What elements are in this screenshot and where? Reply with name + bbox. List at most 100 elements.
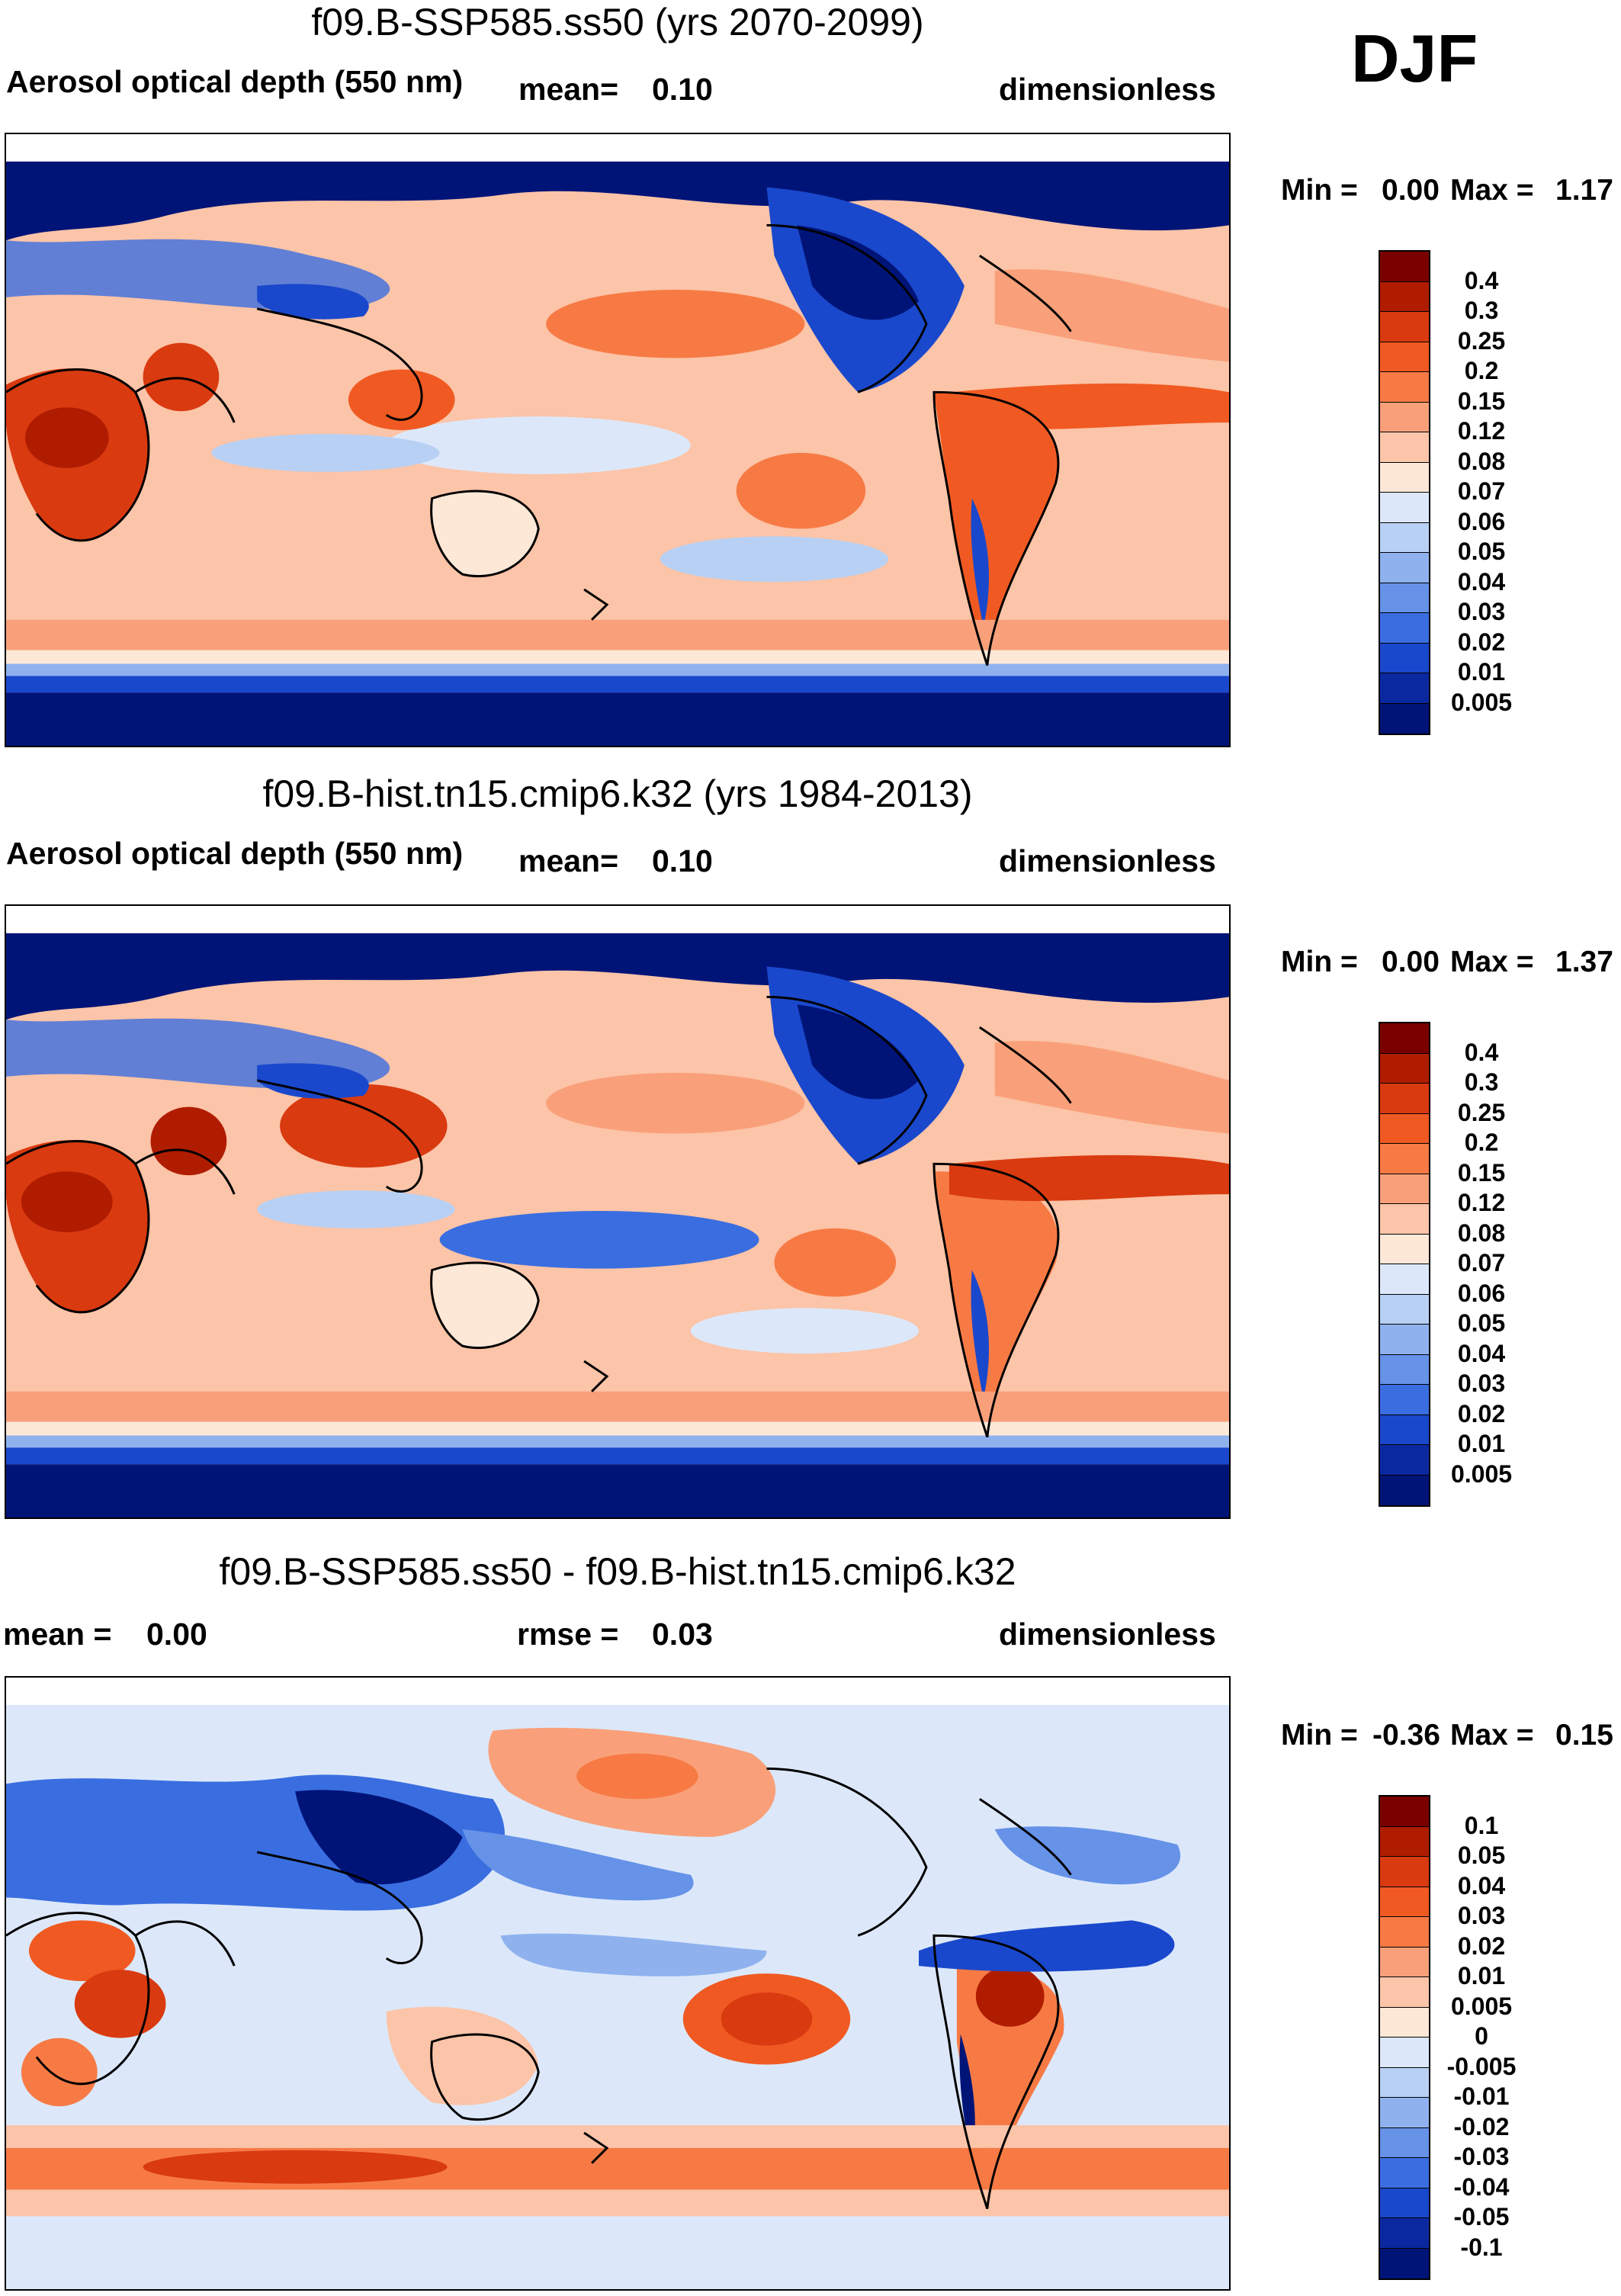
colorbar-swatch	[1380, 1113, 1429, 1144]
colorbar-swatch	[1380, 1204, 1429, 1235]
panel-2-map	[5, 904, 1231, 1519]
panel-2-title: f09.B-hist.tn15.cmip6.k32 (yrs 1984-2013…	[262, 772, 973, 815]
colorbar-swatch	[1380, 2188, 1429, 2218]
colorbar-tick-label: 0.04	[1457, 1871, 1506, 1899]
colorbar-tick-label: 0.005	[1450, 688, 1513, 716]
panel-3-title: f09.B-SSP585.ss50 - f09.B-hist.tn15.cmip…	[219, 1550, 1016, 1593]
colorbar-tick-label: 0.12	[1457, 1189, 1506, 1216]
colorbar-tick-label: -0.03	[1453, 2143, 1510, 2170]
colorbar-swatch	[1380, 2248, 1429, 2278]
colorbar-swatch	[1380, 2218, 1429, 2249]
colorbar-swatch	[1380, 462, 1429, 493]
panel-3-max-value: 0.15	[1555, 1719, 1613, 1752]
colorbar-swatch	[1380, 1294, 1429, 1325]
colorbar-tick-label: 0.01	[1457, 658, 1506, 686]
colorbar-tick-label: 0.2	[1464, 1129, 1499, 1156]
colorbar-tick-label: 0.25	[1457, 1098, 1506, 1126]
panel-2-min-label: Min =	[1281, 946, 1358, 978]
colorbar-tick-label: 0.01	[1457, 1430, 1506, 1457]
colorbar-tick-label: 0.3	[1464, 297, 1499, 324]
panel-2-max-label: Max =	[1450, 946, 1534, 978]
colorbar-tick-label: 0.05	[1457, 538, 1506, 565]
panel-3-map-svg	[6, 1678, 1229, 2289]
colorbar-swatch	[1380, 1917, 1429, 1948]
colorbar-tick-label: 0.05	[1457, 1309, 1506, 1337]
colorbar-tick-label: -0.005	[1446, 2052, 1517, 2080]
panel-1-colorbar	[1379, 250, 1430, 735]
colorbar-swatch	[1380, 613, 1429, 644]
colorbar-swatch	[1380, 673, 1429, 704]
colorbar-swatch	[1380, 252, 1429, 282]
colorbar-tick-label: 0.05	[1457, 1842, 1506, 1869]
panel-3-max-label: Max =	[1450, 1719, 1534, 1752]
colorbar-tick-label: 0.02	[1457, 628, 1506, 656]
panel-1-max-value: 1.17	[1555, 174, 1613, 207]
colorbar-tick-label: 0.12	[1457, 417, 1506, 445]
colorbar-tick-label: 0.04	[1457, 567, 1506, 596]
colorbar-tick-label: 0.3	[1464, 1068, 1499, 1096]
panel-2-max-value: 1.37	[1555, 946, 1613, 978]
colorbar-swatch	[1380, 643, 1429, 673]
colorbar-swatch	[1380, 1797, 1429, 1827]
colorbar-tick-label: 0.07	[1457, 477, 1506, 505]
colorbar-swatch	[1380, 1947, 1429, 1977]
colorbar-tick-label: 0.03	[1457, 1370, 1506, 1397]
colorbar-tick-label: -0.02	[1453, 2112, 1510, 2140]
colorbar-tick-label: 0.08	[1457, 447, 1506, 475]
panel-3-units: dimensionless	[999, 1617, 1216, 1652]
colorbar-tick-label: 0.04	[1457, 1339, 1506, 1367]
colorbar-tick-label: 0.08	[1457, 1219, 1506, 1247]
colorbar-tick-label: 0	[1475, 2022, 1488, 2050]
colorbar-tick-label: 0.4	[1464, 266, 1499, 294]
colorbar-swatch	[1380, 432, 1429, 463]
panel-2-map-svg	[6, 906, 1229, 1517]
season-label: DJF	[1351, 21, 1478, 96]
colorbar-swatch	[1380, 583, 1429, 613]
colorbar-swatch	[1380, 312, 1429, 342]
colorbar-swatch	[1380, 1385, 1429, 1415]
panel-1-max-label: Max =	[1450, 174, 1534, 207]
colorbar-swatch	[1380, 2007, 1429, 2037]
colorbar-swatch	[1380, 1144, 1429, 1174]
colorbar-swatch	[1380, 2037, 1429, 2068]
panel-3-min-label: Min =	[1281, 1719, 1358, 1752]
colorbar-swatch	[1380, 1977, 1429, 2008]
panel-2-variable-label: Aerosol optical depth (550 nm)	[6, 836, 464, 871]
panel-2-mean-value: 0.10	[652, 843, 713, 878]
colorbar-tick-label: -0.01	[1453, 2082, 1510, 2110]
colorbar-tick-label: 0.06	[1457, 507, 1506, 535]
colorbar-swatch	[1380, 1174, 1429, 1204]
colorbar-swatch	[1380, 1053, 1429, 1084]
panel-3-mean-value: 0.00	[146, 1617, 207, 1652]
colorbar-swatch	[1380, 1264, 1429, 1295]
panel-3-min-value: -0.36	[1372, 1719, 1440, 1752]
colorbar-tick-label: 0.01	[1457, 1962, 1506, 1989]
panel-1-units: dimensionless	[999, 72, 1216, 107]
panel-1-map-svg	[6, 134, 1229, 746]
colorbar-swatch	[1380, 493, 1429, 523]
colorbar-swatch	[1380, 522, 1429, 553]
colorbar-tick-label: 0.06	[1457, 1279, 1506, 1307]
panel-2-units: dimensionless	[999, 843, 1216, 878]
colorbar-swatch	[1380, 1826, 1429, 1857]
colorbar-tick-label: 0.03	[1457, 598, 1506, 625]
panel-1-min-value: 0.00	[1382, 174, 1440, 207]
colorbar-tick-label: 0.02	[1457, 1399, 1506, 1427]
colorbar-swatch	[1380, 1084, 1429, 1114]
colorbar-swatch	[1380, 1857, 1429, 1887]
colorbar-swatch	[1380, 1325, 1429, 1355]
panel-1-variable-label: Aerosol optical depth (550 nm)	[6, 64, 464, 99]
colorbar-tick-label: 0.07	[1457, 1249, 1506, 1276]
colorbar-swatch	[1380, 1023, 1429, 1054]
colorbar-swatch	[1380, 1887, 1429, 1917]
colorbar-swatch	[1380, 703, 1429, 734]
colorbar-swatch	[1380, 553, 1429, 583]
panel-3-colorbar	[1379, 1795, 1430, 2280]
panel-3-map	[5, 1676, 1231, 2291]
colorbar-swatch	[1380, 1475, 1429, 1505]
panel-3-rmse-label: rmse =	[517, 1617, 619, 1652]
panel-1-mean-value: 0.10	[652, 72, 713, 107]
colorbar-swatch	[1380, 2098, 1429, 2128]
colorbar-tick-label: -0.04	[1453, 2172, 1510, 2201]
colorbar-swatch	[1380, 372, 1429, 403]
